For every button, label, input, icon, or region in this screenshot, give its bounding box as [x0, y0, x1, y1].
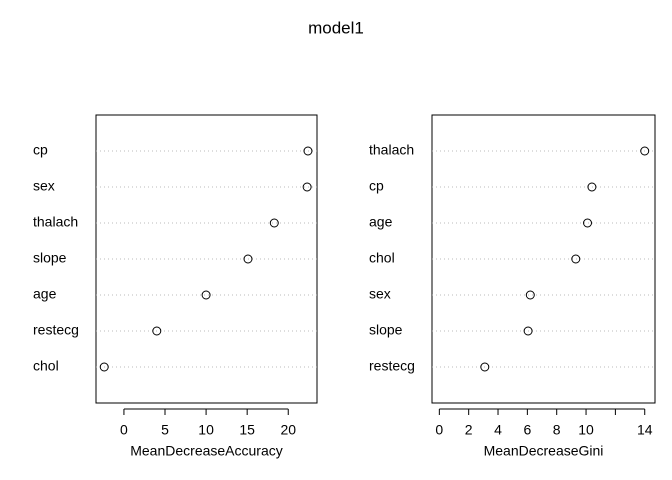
- point: [269, 218, 279, 228]
- x-tick-label: 5: [161, 422, 169, 438]
- point: [523, 326, 533, 336]
- category-label: slope: [33, 250, 67, 266]
- point: [201, 290, 211, 300]
- x-tick-label: 20: [280, 422, 296, 438]
- category-label: thalach: [33, 214, 78, 230]
- point: [587, 182, 597, 192]
- point: [99, 362, 109, 372]
- x-axis-title: MeanDecreaseAccuracy: [130, 443, 283, 459]
- category-label: cp: [33, 142, 48, 158]
- x-tick-label: 10: [198, 422, 214, 438]
- x-tick-label: 4: [494, 422, 502, 438]
- category-label: chol: [369, 250, 395, 266]
- x-tick-label: 8: [553, 422, 561, 438]
- point: [302, 182, 312, 192]
- x-tick-label: 14: [637, 422, 653, 438]
- point: [571, 254, 581, 264]
- category-label: restecg: [33, 322, 79, 338]
- point: [640, 146, 650, 156]
- category-label: restecg: [369, 358, 415, 374]
- chart-title: model1: [308, 18, 364, 37]
- x-tick-label: 2: [465, 422, 473, 438]
- point: [243, 254, 253, 264]
- x-tick-label: 0: [435, 422, 443, 438]
- x-tick-label: 15: [239, 422, 255, 438]
- point: [480, 362, 490, 372]
- point: [583, 218, 593, 228]
- category-label: thalach: [369, 142, 414, 158]
- x-tick-label: 10: [578, 422, 594, 438]
- category-label: age: [369, 214, 393, 230]
- category-label: sex: [33, 178, 55, 194]
- point: [525, 290, 535, 300]
- point: [303, 146, 313, 156]
- point: [152, 326, 162, 336]
- category-label: age: [33, 286, 57, 302]
- category-label: sex: [369, 286, 391, 302]
- x-axis-title: MeanDecreaseGini: [484, 443, 604, 459]
- category-label: cp: [369, 178, 384, 194]
- x-tick-label: 6: [523, 422, 531, 438]
- category-label: slope: [369, 322, 403, 338]
- x-tick-label: 0: [120, 422, 128, 438]
- category-label: chol: [33, 358, 59, 374]
